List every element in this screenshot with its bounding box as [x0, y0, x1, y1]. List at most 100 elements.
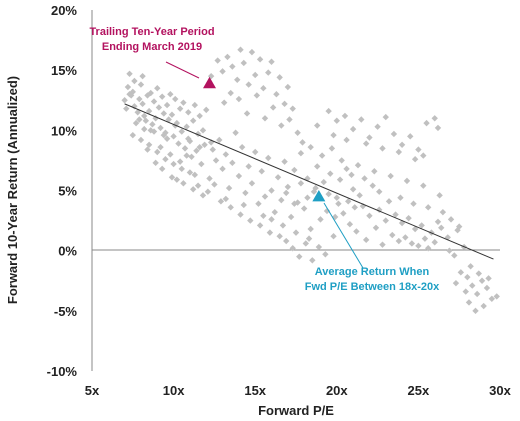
- data-point: [403, 177, 411, 185]
- data-point: [217, 198, 225, 205]
- scatter-points: [121, 46, 500, 315]
- data-point: [154, 85, 161, 92]
- data-point: [162, 156, 169, 163]
- data-point: [338, 157, 345, 164]
- data-point: [312, 184, 319, 192]
- data-point: [297, 149, 305, 157]
- data-point: [294, 129, 301, 136]
- data-point: [323, 207, 331, 215]
- data-point: [248, 180, 256, 187]
- data-point: [258, 168, 265, 175]
- y-tick-label: 15%: [51, 63, 77, 78]
- data-point: [158, 165, 166, 173]
- data-point: [309, 257, 316, 264]
- data-point: [242, 189, 249, 197]
- data-point: [227, 89, 234, 97]
- data-point: [158, 93, 166, 100]
- data-point: [145, 141, 153, 148]
- data-point: [358, 116, 365, 123]
- y-axis-title: Forward 10-Year Return (Annualized): [5, 76, 20, 304]
- data-point: [268, 216, 275, 223]
- x-tick-label: 25x: [408, 383, 430, 398]
- y-tick-label: 20%: [51, 3, 77, 18]
- data-point: [462, 288, 469, 295]
- data-point: [137, 136, 145, 144]
- data-point: [369, 182, 376, 189]
- data-point: [152, 159, 159, 167]
- data-point: [434, 124, 442, 132]
- data-point: [183, 152, 190, 159]
- data-point: [173, 176, 181, 183]
- data-point: [464, 273, 471, 281]
- annotation-label: Ending March 2019: [102, 41, 202, 53]
- data-point: [245, 81, 252, 88]
- data-point: [129, 131, 136, 139]
- data-point: [402, 234, 409, 241]
- data-point: [248, 48, 256, 56]
- data-point: [411, 156, 419, 163]
- data-point: [305, 235, 313, 242]
- data-point: [145, 107, 153, 115]
- annotation-label: Average Return When: [315, 266, 430, 278]
- data-point: [304, 194, 311, 201]
- data-point: [209, 146, 216, 153]
- annotation-leader-line: [323, 202, 364, 269]
- data-point: [362, 140, 370, 147]
- data-point: [315, 243, 323, 251]
- data-point: [181, 145, 189, 152]
- data-point: [291, 200, 298, 207]
- data-point: [372, 224, 380, 232]
- data-point: [168, 174, 176, 181]
- data-point: [268, 187, 275, 194]
- data-point: [131, 77, 138, 85]
- data-point: [160, 131, 168, 139]
- data-point: [234, 76, 241, 83]
- data-point: [333, 117, 340, 124]
- data-point: [340, 210, 347, 217]
- data-point: [219, 165, 226, 173]
- data-point: [341, 112, 349, 120]
- data-point: [457, 269, 465, 276]
- y-tick-label: -10%: [47, 364, 78, 379]
- data-point: [167, 151, 174, 158]
- data-point: [131, 103, 138, 110]
- data-point: [134, 109, 141, 116]
- data-point: [149, 121, 156, 128]
- data-point: [252, 148, 259, 156]
- x-tick-label: 20x: [326, 383, 348, 398]
- data-point: [353, 228, 360, 235]
- data-point: [180, 180, 187, 187]
- data-point: [283, 189, 290, 197]
- data-point: [300, 205, 308, 212]
- data-point: [256, 222, 264, 229]
- data-point: [345, 198, 352, 205]
- data-point: [276, 233, 283, 240]
- data-point: [189, 186, 197, 193]
- data-point: [157, 124, 164, 132]
- data-point: [271, 208, 278, 216]
- data-point: [297, 180, 305, 187]
- data-point: [320, 178, 327, 186]
- trend-line: [124, 103, 494, 260]
- y-tick-label: 5%: [58, 184, 77, 199]
- data-point: [167, 91, 174, 98]
- data-point: [281, 158, 288, 165]
- data-point: [157, 143, 164, 151]
- data-point: [469, 282, 476, 289]
- data-point: [142, 117, 150, 124]
- data-point: [265, 154, 272, 162]
- data-point: [379, 241, 386, 248]
- data-point: [336, 176, 344, 183]
- data-point: [240, 59, 247, 67]
- data-point: [186, 169, 194, 176]
- data-point: [278, 196, 285, 204]
- x-tick-label: 30x: [489, 383, 511, 398]
- highlight-layer: Trailing Ten-Year Period Ending March 201…: [89, 26, 440, 293]
- data-point: [291, 166, 298, 174]
- data-point: [199, 192, 207, 199]
- x-tick-label: 10x: [163, 383, 185, 398]
- data-point: [281, 100, 288, 108]
- data-point: [154, 148, 161, 156]
- data-point: [163, 101, 171, 109]
